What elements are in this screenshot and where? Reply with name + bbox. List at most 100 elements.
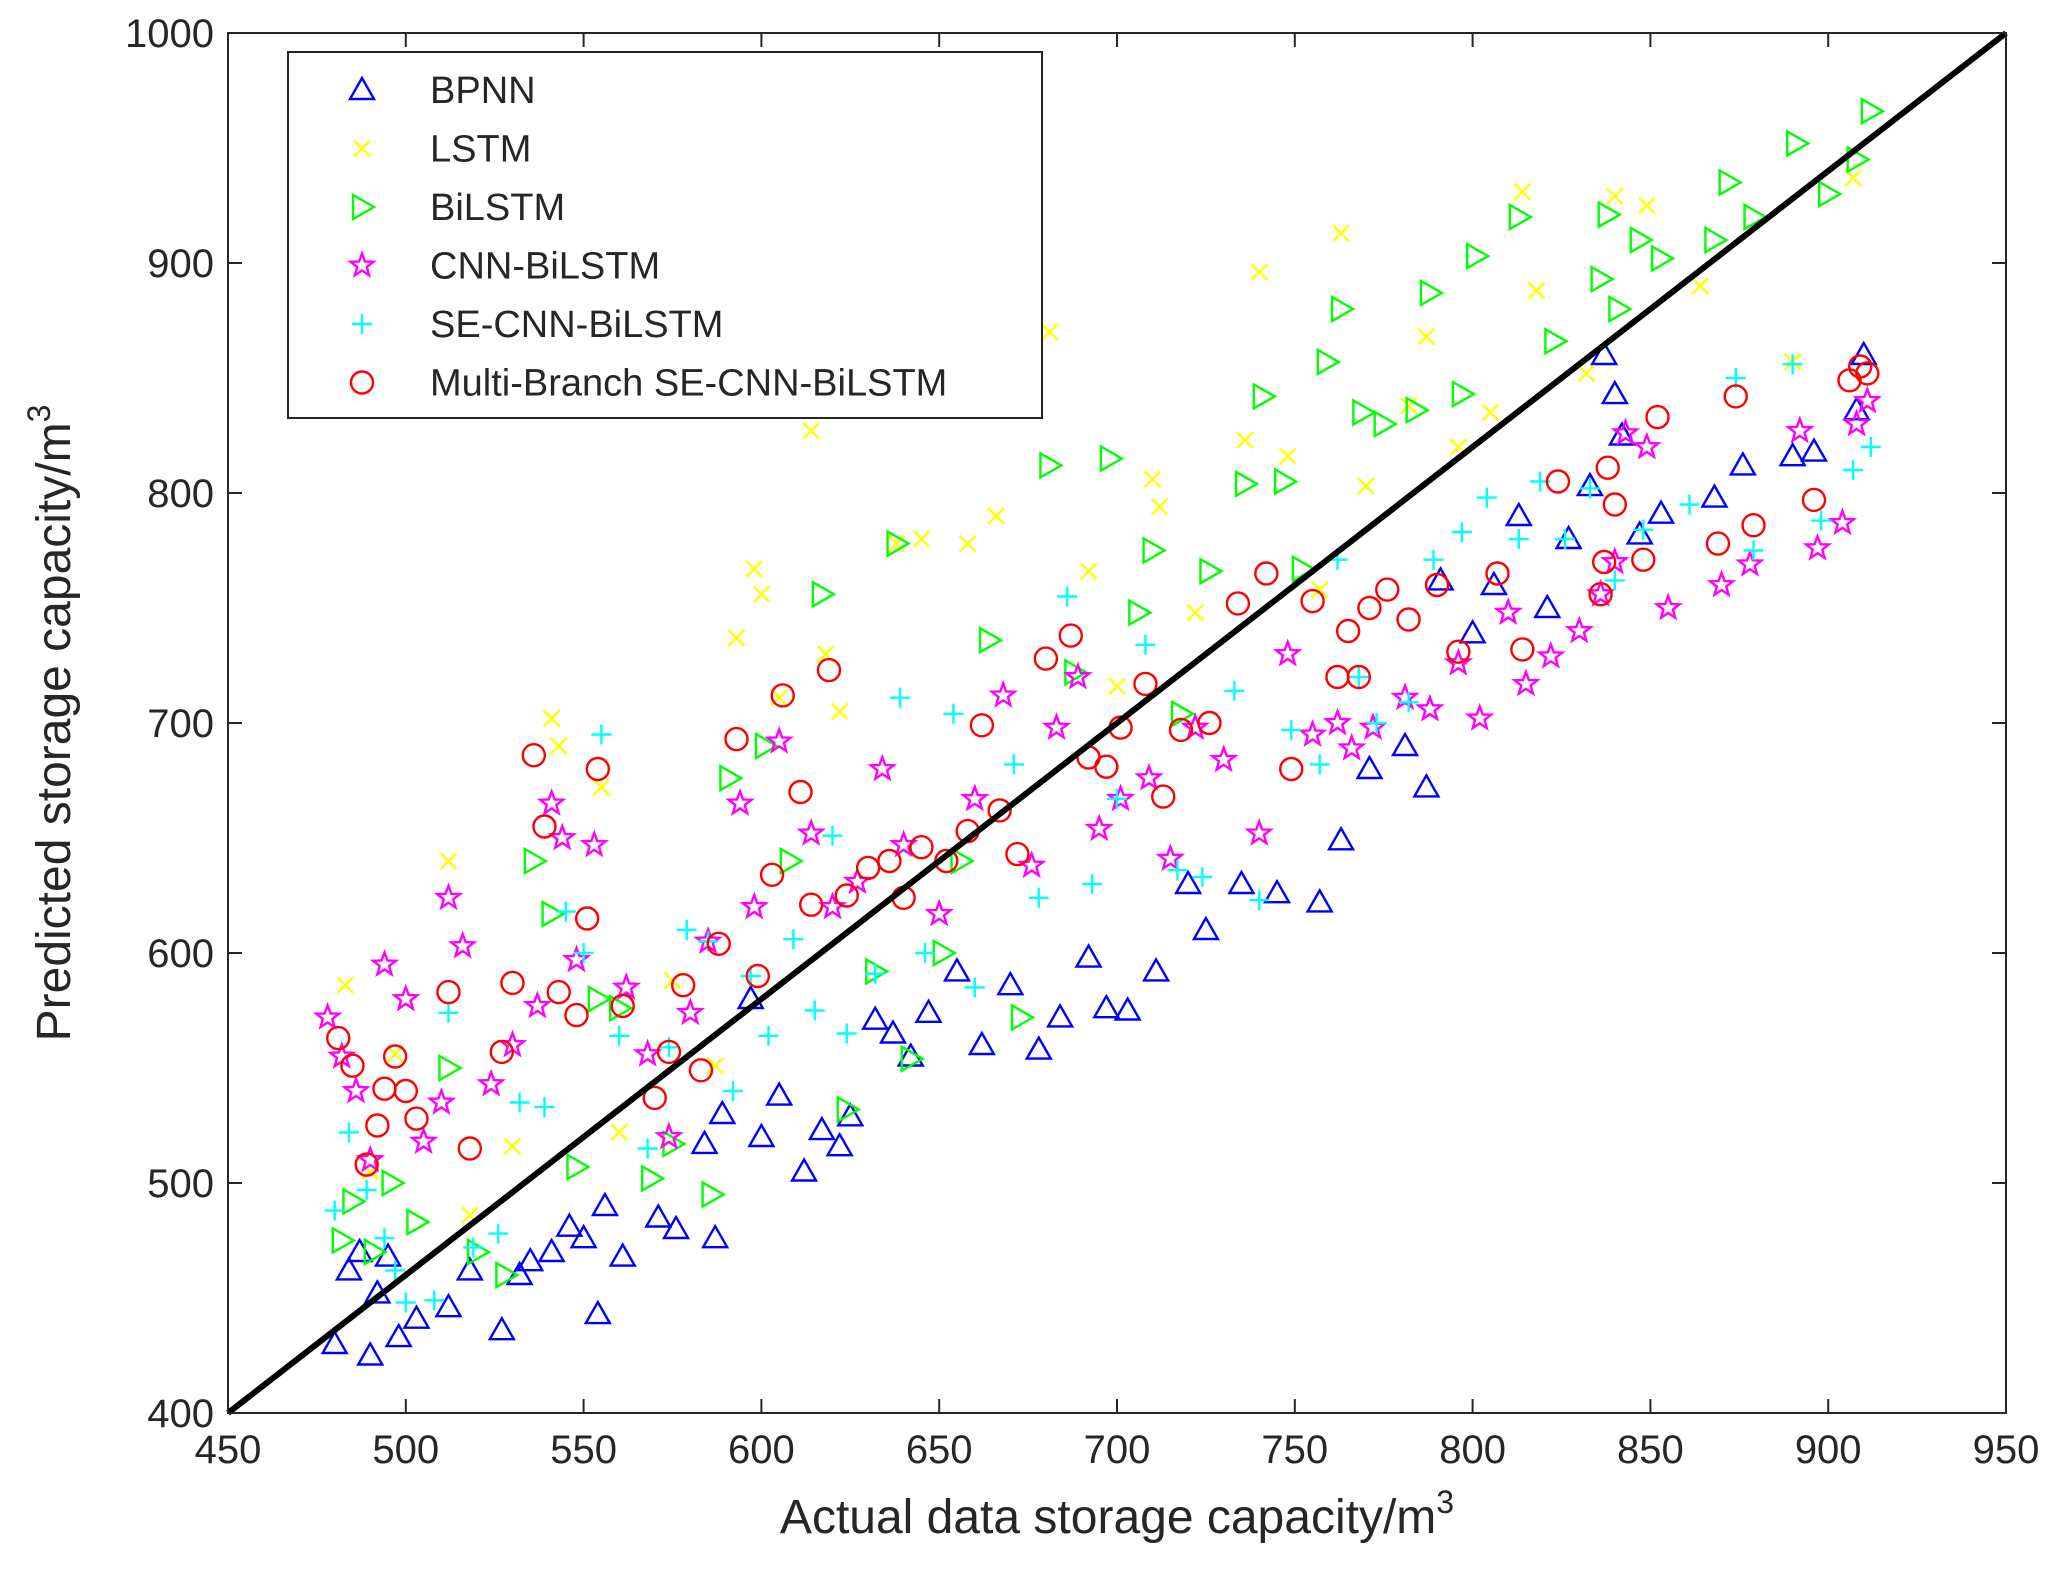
data-point — [644, 1203, 673, 1228]
data-point — [1700, 483, 1729, 508]
data-point — [1262, 878, 1292, 904]
data-point — [1041, 712, 1072, 741]
data-point — [1305, 887, 1334, 913]
data-point — [546, 979, 571, 1005]
data-point — [1254, 561, 1279, 586]
data-point — [434, 1292, 463, 1318]
data-point — [969, 713, 995, 738]
data-point — [521, 743, 547, 768]
data-point — [386, 1045, 404, 1064]
data-point — [1396, 607, 1421, 632]
data-point — [1046, 1002, 1075, 1028]
data-point — [739, 891, 770, 920]
data-point — [752, 585, 771, 604]
data-point — [1366, 713, 1387, 733]
data-point — [1802, 532, 1833, 561]
data-point — [404, 1106, 429, 1131]
data-point — [867, 753, 898, 782]
data-point — [708, 1099, 737, 1125]
data-point — [988, 679, 1018, 708]
data-point — [1357, 595, 1382, 621]
data-point — [1135, 634, 1156, 655]
data-point — [447, 930, 478, 959]
data-point — [610, 1123, 629, 1142]
x-tick-label: 500 — [372, 1428, 439, 1472]
data-point — [1597, 200, 1623, 229]
data-point — [1357, 477, 1375, 495]
data-point — [1590, 265, 1616, 294]
data-point — [1272, 638, 1303, 667]
data-point — [537, 1237, 566, 1263]
data-point — [489, 1039, 515, 1065]
data-point — [783, 929, 804, 950]
data-point — [1827, 507, 1858, 536]
data-point — [1348, 667, 1369, 687]
data-point — [591, 724, 612, 745]
data-point — [1003, 754, 1024, 775]
data-point — [676, 920, 697, 940]
y-tick-label: 900 — [147, 242, 214, 286]
data-point — [909, 835, 934, 860]
data-point — [555, 1212, 584, 1237]
data-point — [1493, 597, 1523, 626]
data-point — [759, 862, 785, 887]
data-point — [1852, 385, 1883, 414]
data-point — [1799, 437, 1829, 462]
data-point — [1224, 680, 1245, 701]
data-point — [1817, 179, 1843, 209]
data-point — [1278, 447, 1297, 466]
data-point — [877, 848, 902, 874]
data-point — [1536, 640, 1566, 669]
data-point — [1625, 519, 1654, 545]
data-point — [382, 1044, 408, 1069]
data-point — [900, 1044, 926, 1073]
data-point — [1352, 398, 1377, 427]
data-point — [1801, 487, 1827, 513]
data-point — [745, 560, 764, 578]
data-point — [1113, 996, 1142, 1021]
data-point — [1508, 202, 1534, 232]
data-point — [426, 1087, 457, 1116]
data-point — [765, 1081, 794, 1106]
data-point — [878, 1019, 908, 1044]
data-point — [532, 814, 557, 839]
series-cnn-bilstm — [312, 385, 1883, 1173]
data-point — [675, 997, 706, 1026]
data-point — [864, 957, 890, 986]
data-point — [816, 657, 842, 683]
data-point — [369, 949, 400, 978]
data-point — [1082, 874, 1103, 894]
data-point — [391, 983, 421, 1012]
x-tick-label: 650 — [906, 1428, 973, 1472]
data-point — [385, 1260, 406, 1281]
data-point — [1554, 524, 1583, 550]
data-point — [549, 737, 568, 755]
data-point — [1843, 460, 1864, 480]
data-point — [1279, 756, 1304, 782]
data-point — [555, 901, 576, 922]
data-point — [324, 1200, 345, 1221]
data-point — [1142, 956, 1171, 982]
data-point — [1316, 347, 1342, 376]
data-point — [701, 1223, 730, 1249]
data-point — [590, 1191, 620, 1217]
data-point — [1595, 455, 1620, 480]
data-point — [1167, 860, 1188, 881]
data-point — [476, 1068, 506, 1097]
data-point — [758, 1025, 779, 1046]
data-point — [455, 1255, 484, 1281]
data-point — [1629, 225, 1655, 255]
data-point — [1390, 731, 1420, 757]
data-point — [355, 1144, 386, 1173]
x-axis-ticks: 450 500 550 600 650 700 750 800 850 900 950 — [195, 33, 2039, 1472]
data-point — [1511, 668, 1541, 697]
data-point — [967, 1030, 996, 1056]
data-point — [1191, 915, 1220, 941]
data-point — [1513, 182, 1532, 201]
data-point — [1860, 437, 1881, 457]
x-tick-label: 900 — [1795, 1428, 1862, 1472]
data-point — [1417, 327, 1436, 346]
data-point — [1476, 487, 1497, 508]
data-point — [573, 943, 594, 963]
legend-marker-bilstm — [351, 192, 377, 222]
